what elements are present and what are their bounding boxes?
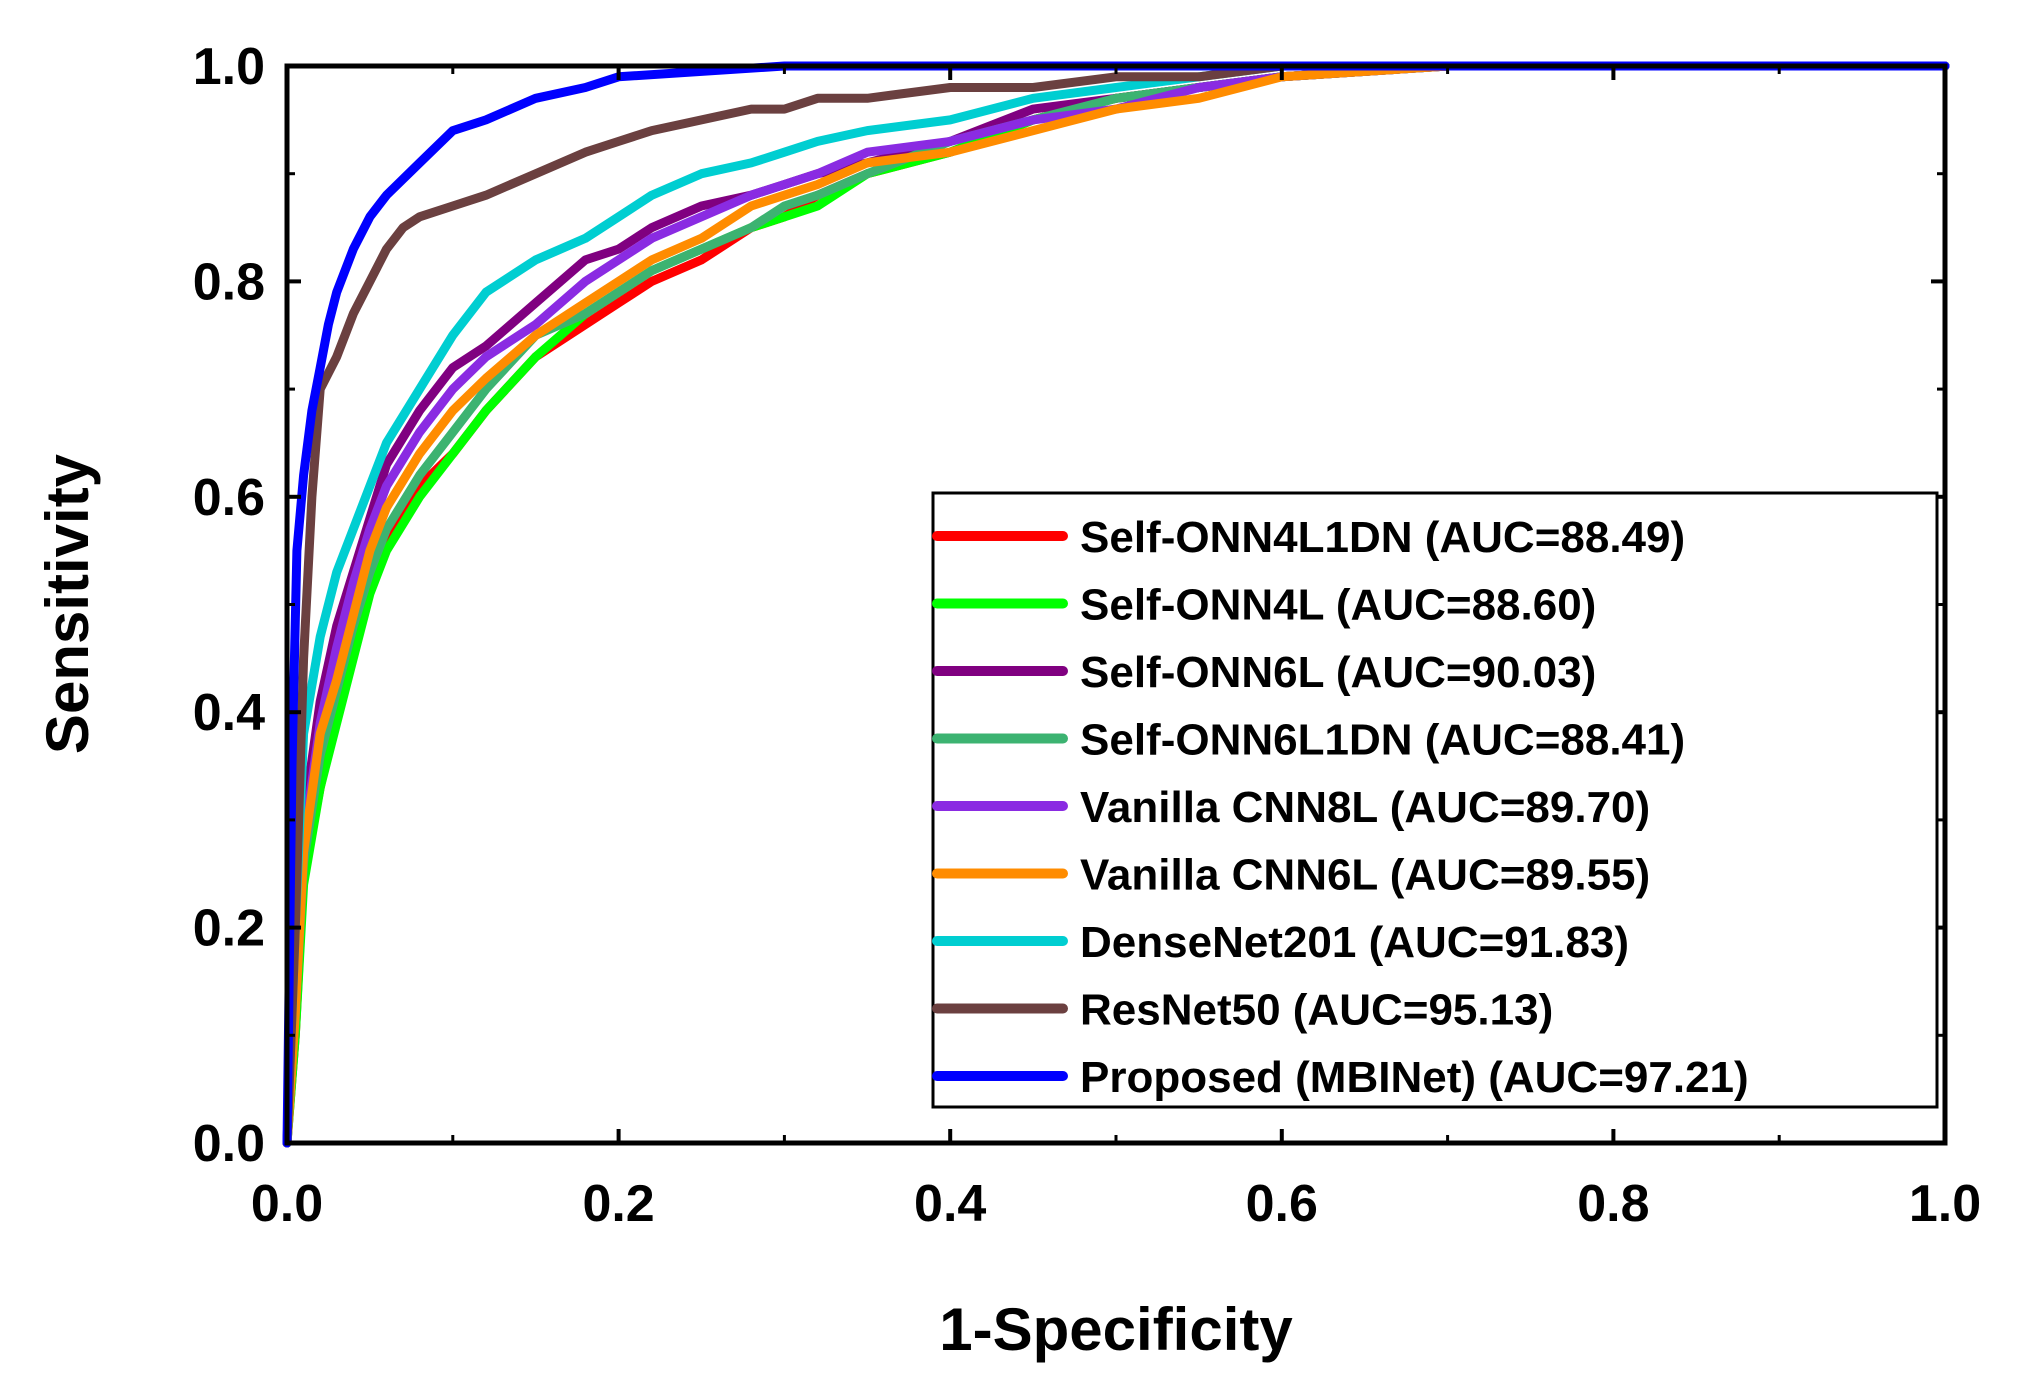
- x-tick-label: 1.0: [1909, 1175, 1981, 1233]
- legend-box: [931, 491, 1939, 1109]
- x-tick-label: 0.0: [251, 1175, 323, 1233]
- legend-label-8: Proposed (MBINet) (AUC=97.21): [1080, 1053, 1749, 1102]
- legend: Self-ONN4L1DN (AUC=88.49) Self-ONN4L (AUC…: [931, 491, 1939, 1109]
- y-tick-label: 0.4: [193, 684, 265, 742]
- x-axis-label: 1-Specificity: [939, 1296, 1293, 1363]
- y-axis-label: Sensitivity: [34, 453, 101, 754]
- legend-items: Self-ONN4L1DN (AUC=88.49) Self-ONN4L (AUC…: [932, 513, 1749, 1102]
- series-line-5: [282, 61, 1950, 1148]
- legend-label-0: Self-ONN4L1DN (AUC=88.49): [1080, 513, 1685, 562]
- series-line-4: [282, 61, 1950, 1148]
- x-tick-label: 0.4: [914, 1175, 986, 1233]
- y-tick-label: 1.0: [193, 38, 265, 96]
- legend-label-4: Vanilla CNN8L (AUC=89.70): [1080, 783, 1650, 832]
- legend-label-5: Vanilla CNN6L (AUC=89.55): [1080, 851, 1650, 900]
- legend-label-7: ResNet50 (AUC=95.13): [1080, 986, 1553, 1035]
- ticks-layer: 0.0 0.2 0.4 0.6 0.8 1.0 0.0 0.2 0.4 0.6 0.8 1.0: [193, 38, 1981, 1233]
- legend-label-1: Self-ONN4L (AUC=88.60): [1080, 581, 1596, 630]
- legend-label-2: Self-ONN6L (AUC=90.03): [1080, 648, 1596, 697]
- y-tick-label: 0.8: [193, 253, 265, 311]
- legend-label-3: Self-ONN6L1DN (AUC=88.41): [1080, 716, 1685, 765]
- legend-label-6: DenseNet201 (AUC=91.83): [1080, 918, 1629, 967]
- y-tick-label: 0.2: [193, 900, 265, 958]
- x-tick-label: 0.6: [1246, 1175, 1318, 1233]
- y-tick-label: 0.6: [193, 469, 265, 527]
- x-tick-label: 0.8: [1577, 1175, 1649, 1233]
- y-tick-label: 0.0: [193, 1115, 265, 1173]
- series-layer: [282, 61, 1950, 1148]
- x-tick-label: 0.2: [582, 1175, 654, 1233]
- series-line-7: [282, 61, 1950, 1148]
